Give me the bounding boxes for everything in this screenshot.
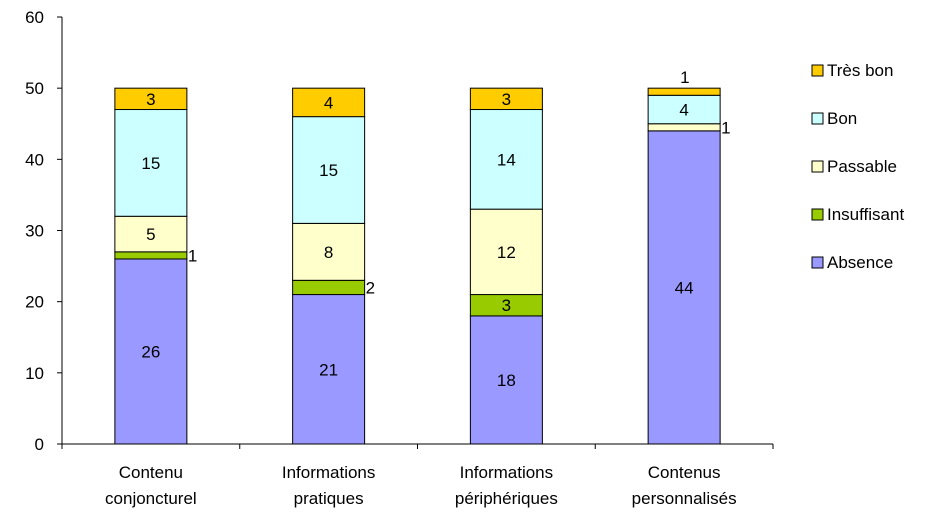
bar-segment-bon bbox=[114, 109, 188, 217]
data-label: 14 bbox=[497, 150, 516, 169]
data-label: 1 bbox=[680, 68, 689, 87]
data-label: 8 bbox=[324, 243, 333, 262]
legend-label: Très bon bbox=[827, 61, 893, 80]
data-label: 12 bbox=[497, 243, 516, 262]
data-label: 21 bbox=[319, 360, 338, 379]
legend-swatch-absence bbox=[811, 256, 824, 269]
y-tick-label: 20 bbox=[25, 293, 44, 312]
bar-segment-très-bon bbox=[469, 87, 543, 111]
data-label: 2 bbox=[366, 278, 375, 297]
bar-segment-passable bbox=[469, 208, 543, 296]
bar-segment-passable bbox=[292, 222, 366, 281]
legend-swatch-insuffisant bbox=[811, 208, 824, 221]
x-tick-label: Informations pratiques bbox=[282, 463, 376, 508]
data-label: 3 bbox=[146, 90, 155, 109]
data-label: 4 bbox=[324, 93, 333, 112]
bar-segment-insuffisant bbox=[292, 279, 366, 296]
legend-label: Absence bbox=[827, 253, 893, 272]
legend-label: Bon bbox=[827, 109, 857, 128]
data-label: 26 bbox=[141, 342, 160, 361]
bar-segment-très-bon bbox=[114, 87, 188, 111]
y-tick-label: 0 bbox=[35, 435, 44, 454]
bar-segment-absence bbox=[114, 258, 188, 445]
bar-segment-insuffisant bbox=[114, 251, 188, 260]
legend-label: Insuffisant bbox=[827, 205, 904, 224]
data-label: 4 bbox=[679, 101, 688, 120]
data-label: 5 bbox=[146, 225, 155, 244]
data-label: 15 bbox=[319, 161, 338, 180]
x-tick-label: Informations périphériques bbox=[455, 463, 558, 508]
axes: 0 10 20 30 40 50 60 Contenu conjoncturel Informat… bbox=[25, 8, 774, 508]
bar-segment-très-bon bbox=[292, 87, 366, 118]
bar-segment-bon bbox=[469, 109, 543, 210]
data-label: 1 bbox=[188, 246, 197, 265]
bars bbox=[114, 87, 721, 445]
y-tick-label: 30 bbox=[25, 222, 44, 241]
bar-segment-passable bbox=[647, 123, 721, 132]
legend-swatch-bon bbox=[811, 112, 824, 125]
y-tick-label: 60 bbox=[25, 8, 44, 27]
x-tick-label: Contenu conjoncturel bbox=[105, 463, 197, 508]
legend-swatch-passable bbox=[811, 160, 824, 173]
legend: Très bon Bon Passable Insuffisant Absence bbox=[811, 61, 904, 272]
legend-swatch-très-bon bbox=[811, 64, 824, 77]
data-label: 3 bbox=[502, 90, 511, 109]
bar-segment-bon bbox=[292, 116, 366, 224]
y-tick-label: 10 bbox=[25, 364, 44, 383]
data-label: 15 bbox=[141, 154, 160, 173]
bar-segment-absence bbox=[647, 130, 721, 445]
data-label: 3 bbox=[502, 296, 511, 315]
bar-segment-absence bbox=[469, 315, 543, 445]
x-tick-label: Contenus personnalisés bbox=[632, 463, 737, 508]
data-label: 1 bbox=[721, 118, 730, 137]
bar-segment-absence bbox=[292, 294, 366, 445]
y-tick-label: 40 bbox=[25, 150, 44, 169]
data-label: 44 bbox=[675, 278, 694, 297]
data-label: 18 bbox=[497, 371, 516, 390]
bar-segment-très-bon bbox=[647, 87, 721, 96]
legend-label: Passable bbox=[827, 157, 897, 176]
y-tick-label: 50 bbox=[25, 79, 44, 98]
